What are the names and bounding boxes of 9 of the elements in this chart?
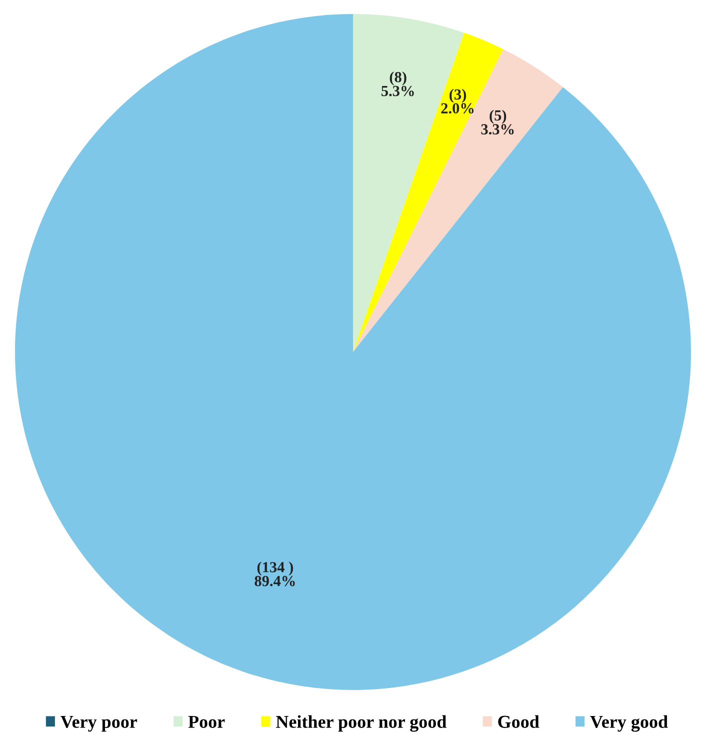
data-label: (5) 3.3% <box>481 110 514 135</box>
legend-label: Very poor <box>60 716 138 732</box>
data-label: (134 ) 89.4% <box>254 562 295 586</box>
data-label: (8) 5.3% <box>382 72 414 96</box>
data-label: (3) 2.0% <box>441 88 474 114</box>
legend-label: Very good <box>590 715 668 732</box>
legend-label: Good <box>498 715 540 728</box>
legend-label: Neither poor nor good <box>276 715 447 732</box>
legend-label: Poor <box>188 716 225 728</box>
